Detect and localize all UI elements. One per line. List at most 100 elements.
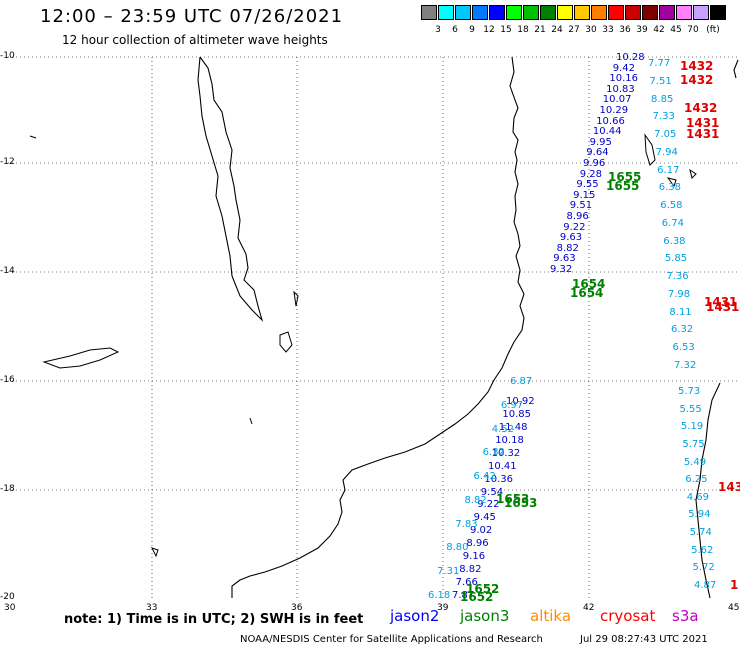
jason2-readout: 10.92 [506,396,535,407]
scale-label: 70 [687,25,699,35]
jason2-readout: 10.83 [606,83,635,95]
jason2-readout: 10.32 [491,447,521,459]
jason2-readout: 9.54 [480,486,504,498]
latitude-label: -10 [0,51,15,61]
scale-label: 18 [517,25,529,35]
longitude-label: 45 [728,603,740,613]
altimeter-readout: 6.18 [428,590,451,601]
jason2-readout: 9.28 [579,168,602,180]
jason2-readout: 9.64 [586,147,609,159]
scale-label: 21 [534,25,546,35]
altimeter-readout: 6.97 [500,399,524,411]
jason2-readout: 10.66 [596,115,625,127]
jason2-readout: 9.42 [612,62,635,74]
altimeter-readout: 6.25 [685,474,708,486]
jason3-readout: 1655 [608,170,642,184]
jason2-readout: 9.15 [573,189,596,201]
jason3-readout: 1652 [460,590,494,604]
altimeter-readout: 7.51 [649,75,672,87]
altimeter-readout: 7.31 [437,566,460,578]
altimeter-readout: 6.74 [661,217,685,229]
scale-swatch [659,5,675,20]
lake-kariba [42,347,120,369]
scale-label: 24 [551,25,563,35]
longitude-label: 33 [146,603,158,613]
scale-label: 3 [435,25,441,35]
scale-swatch [557,5,573,20]
jason3-readout: 1653 [504,496,538,510]
altimeter-readout: 5.55 [679,403,702,415]
longitude-label: 36 [291,603,303,613]
scale-swatch [421,5,437,20]
latitude-label: -14 [0,266,15,276]
scale-label: 30 [585,25,597,35]
jason2-readout: 10.41 [488,460,517,472]
altimeter-readout: 5.73 [678,386,701,397]
jason2-readout: 10.18 [495,434,524,446]
scale-label: 27 [568,25,580,35]
scale-swatch [710,5,726,20]
page-subtitle: 12 hour collection of altimeter wave hei… [62,33,328,47]
legend-jason2: jason2 [390,607,440,625]
scale-swatch [625,5,641,20]
legend-altika: altika [530,607,572,625]
altimeter-readout: 4.69 [686,491,709,503]
legend-s3a: s3a [672,607,699,625]
scale-swatch [489,5,505,20]
jason2-readout: 9.32 [550,264,573,275]
jason2-readout: 9.22 [563,221,586,233]
altimeter-readout: 5.94 [688,509,711,521]
map-grid [8,56,738,598]
altimeter-readout: 5.19 [680,421,704,433]
jason2-readout: 9.96 [583,158,606,169]
jason2-readout: 9.02 [470,525,493,537]
altimeter-readout: 7.36 [666,271,689,283]
jason2-readout: 8.96 [566,211,589,222]
comoros-islands [644,133,697,188]
scale-label: 39 [636,25,648,35]
altimeter-readout: 7.83 [455,518,478,530]
lake-outline [197,56,264,322]
altimeter-readout: 4.87 [694,580,717,591]
jason3-readout: 1652 [466,582,500,596]
jason2-readout: 7.87 [452,590,475,601]
latitude-label: -20 [0,592,15,602]
altimeter-readout: 5.75 [682,438,705,450]
altimeter-readout: 6.58 [660,200,683,212]
note-text: note: 1) Time is in UTC; 2) SWH is in fe… [64,612,364,627]
jason2-readout: 10.07 [602,94,632,106]
jason2-readout: 9.63 [559,232,583,244]
cryosat-readout: 1431 [686,127,720,141]
scale-label: 9 [469,25,475,35]
altimeter-readout: 7.33 [652,111,675,123]
jason2-readout: 10.36 [484,473,514,485]
altimeter-readout: 6.32 [482,447,505,459]
scale-swatch [676,5,692,20]
scale-swatch [523,5,539,20]
altimeter-readout: 5.74 [689,527,712,539]
altimeter-readout: 5.72 [692,562,715,574]
altimeter-readout: 8.85 [651,93,674,105]
scale-swatch [455,5,471,20]
latitude-label: -12 [0,157,15,167]
cryosat-readout: 1431 [704,295,738,309]
jason2-readout: 10.28 [616,52,645,63]
jason2-readout: 10.29 [599,105,629,116]
altimeter-readout: 7.05 [654,129,677,141]
altimeter-readout: 6.87 [510,376,533,387]
jason2-readout: 8.82 [459,564,482,576]
cryosat-readout: 143 [718,480,740,494]
scale-swatch [693,5,709,20]
altimeter-readout: 6.17 [657,164,680,176]
scale-swatch [540,5,556,20]
small-lake [29,135,299,558]
longitude-label: 42 [583,603,595,613]
footer-timestamp: Jul 29 08:27:43 UTC 2021 [580,634,708,645]
jason2-readout: 9.95 [589,136,612,148]
scale-swatch [574,5,590,20]
altimeter-readout: 6.38 [658,182,681,194]
scale-swatch [591,5,607,20]
altimeter-readout: 6.42 [473,471,496,483]
jason2-readout: 9.22 [477,499,500,511]
altimeter-readout: 8.11 [669,306,692,318]
